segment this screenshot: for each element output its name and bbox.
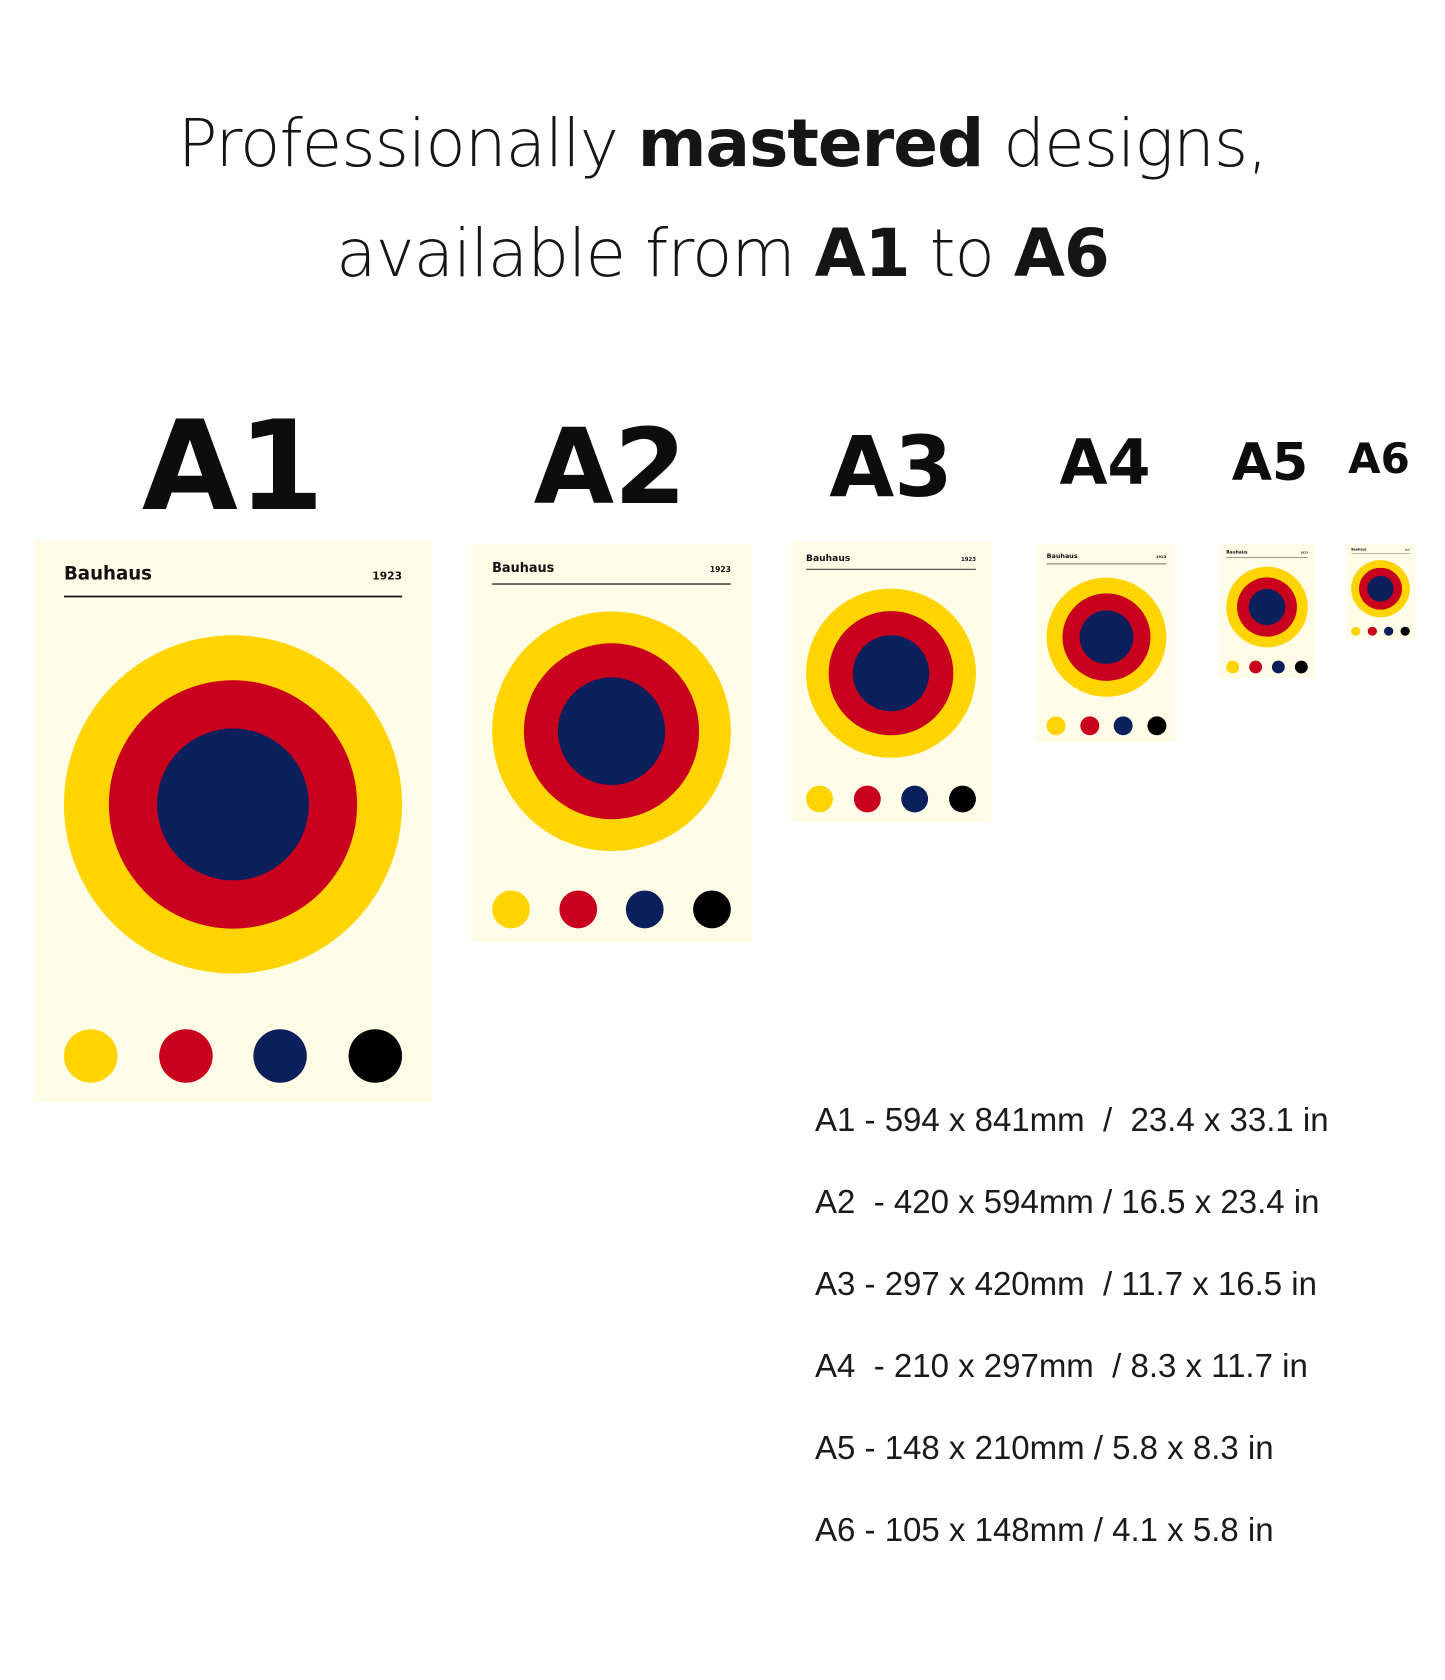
size-spec-a2: A2 - 420 x 594mm / 16.5 x 23.4 in (815, 1183, 1320, 1220)
swatch-dot-blue (901, 785, 929, 813)
swatch-dot-red (159, 1029, 213, 1083)
poster-a5: Bauhaus 1923 (1219, 544, 1315, 678)
headline-bold: A1 (814, 215, 911, 292)
ring-blue (1367, 575, 1394, 602)
poster-divider (1046, 563, 1167, 565)
swatch-dot-blue (1113, 716, 1133, 736)
swatch-dot-yellow (492, 890, 530, 929)
poster-title: Bauhaus (1226, 549, 1248, 555)
swatch-dot-blue (253, 1029, 307, 1083)
ring-blue (557, 677, 666, 786)
poster-a3: Bauhaus 1923 (791, 541, 991, 822)
ring-blue (852, 635, 930, 712)
poster-year: 1923 (1301, 550, 1308, 554)
swatch-dot-blue (1271, 660, 1285, 674)
poster-divider (492, 583, 731, 585)
swatch-dot-red (1367, 626, 1377, 636)
poster-a1: Bauhaus 1923 (34, 540, 432, 1102)
poster-artwork: Bauhaus 1923 (34, 540, 432, 1102)
headline-text: designs, (983, 105, 1268, 182)
swatch-dot-red (1249, 660, 1263, 674)
poster-divider (806, 568, 976, 570)
size-label-a1: A1 (141, 395, 325, 539)
swatch-dot-black (949, 785, 976, 813)
size-label-a2: A2 (533, 406, 687, 528)
poster-title: Bauhaus (1351, 548, 1366, 552)
size-spec-a5: A5 - 148 x 210mm / 5.8 x 8.3 in (815, 1429, 1274, 1466)
size-spec-a4: A4 - 210 x 297mm / 8.3 x 11.7 in (815, 1347, 1308, 1384)
headline-line-2: available from A1 to A6 (0, 215, 1445, 292)
swatch-dot-red (1080, 716, 1100, 736)
poster-artwork: Bauhaus 1923 (471, 544, 752, 942)
poster-year: 1923 (710, 565, 731, 574)
swatch-dot-black (1147, 716, 1167, 736)
size-label-a6: A6 (1348, 434, 1410, 483)
swatch-dot-yellow (806, 785, 833, 813)
headline-bold: A6 (1013, 215, 1110, 292)
ring-blue (157, 728, 309, 881)
poster-year: 1923 (372, 570, 402, 583)
ring-blue (1079, 610, 1134, 664)
swatch-dot-yellow (63, 1029, 118, 1083)
swatch-dot-blue (1384, 626, 1394, 636)
size-spec-a3: A3 - 297 x 420mm / 11.7 x 16.5 in (815, 1265, 1317, 1302)
poster-year: 1923 (961, 557, 976, 563)
size-spec-a1: A1 - 594 x 841mm / 23.4 x 33.1 in (815, 1101, 1329, 1138)
swatch-dot-yellow (1226, 660, 1240, 674)
poster-a4: Bauhaus 1923 (1036, 544, 1177, 742)
poster-artwork: Bauhaus 1923 (1346, 544, 1415, 639)
poster-artwork: Bauhaus 1923 (1036, 544, 1177, 742)
poster-divider (63, 595, 403, 598)
swatch-dot-black (1294, 660, 1308, 674)
poster-artwork: Bauhaus 1923 (791, 541, 991, 822)
size-spec-a6: A6 - 105 x 148mm / 4.1 x 5.8 in (815, 1511, 1274, 1548)
size-label-a4: A4 (1059, 426, 1151, 499)
swatch-dot-black (693, 890, 731, 929)
poster-title: Bauhaus (64, 564, 152, 585)
poster-title: Bauhaus (492, 561, 555, 576)
poster-artwork: Bauhaus 1923 (1219, 544, 1315, 678)
poster-year: 1923 (1405, 550, 1411, 552)
size-label-a5: A5 (1231, 433, 1309, 493)
swatch-dot-black (348, 1029, 403, 1083)
poster-a6: Bauhaus 1923 (1346, 544, 1415, 639)
headline-text: to (909, 215, 1014, 292)
headline-text: available from (336, 215, 815, 292)
swatch-dot-yellow (1351, 626, 1361, 636)
poster-title: Bauhaus (1047, 552, 1078, 560)
swatch-dot-red (853, 785, 881, 813)
ring-blue (1248, 588, 1286, 626)
headline-bold: mastered (637, 105, 984, 182)
poster-title: Bauhaus (806, 554, 850, 564)
swatch-dot-red (559, 890, 598, 929)
headline-text: Professionally (177, 105, 638, 182)
headline-line-1: Professionally mastered designs, (0, 105, 1445, 182)
swatch-dot-yellow (1046, 716, 1066, 736)
poster-year: 1923 (1156, 554, 1167, 559)
swatch-dot-black (1400, 626, 1410, 636)
poster-a2: Bauhaus 1923 (471, 544, 752, 942)
size-label-a3: A3 (829, 418, 953, 516)
swatch-dot-blue (625, 890, 664, 929)
